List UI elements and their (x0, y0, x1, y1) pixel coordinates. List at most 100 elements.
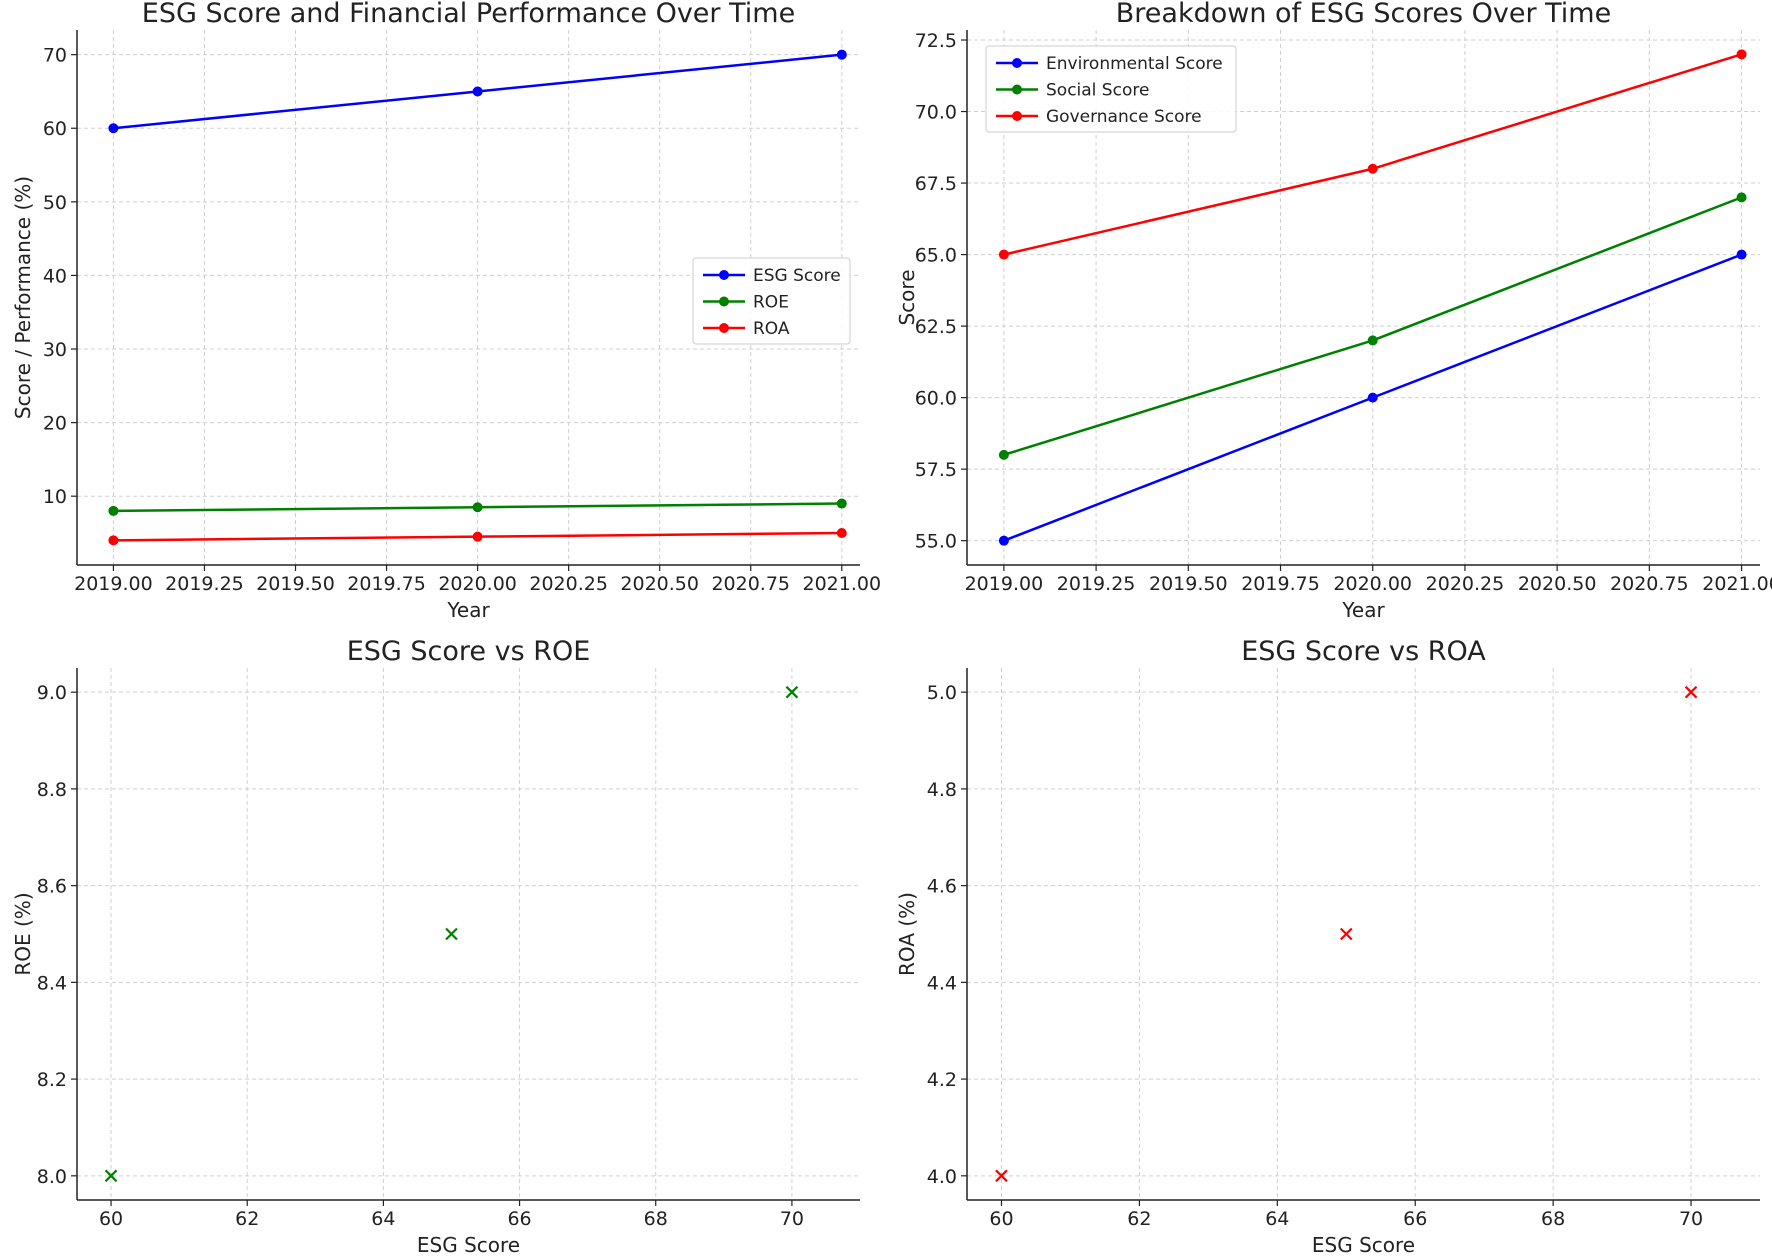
y-tick-label: 8.8 (37, 779, 67, 801)
series-governance-score (998, 49, 1747, 260)
chart-esg-financial: 2019.00 2019.25 2019.50 2019.75 2020.00 2020.… (11, 0, 881, 622)
scatter-point (104, 1169, 118, 1183)
y-tick-label: 40 (43, 265, 67, 287)
x-tick-label: 2019.75 (347, 573, 426, 595)
x-tick-label: 2019.75 (1241, 573, 1320, 595)
legend: Environmental Score Social Score Governanc… (985, 45, 1237, 133)
series-roe (108, 498, 847, 516)
scatter-points (104, 685, 799, 1183)
y-axis-label: ROA (%) (895, 892, 919, 976)
x-tick-label: 64 (371, 1208, 395, 1230)
y-tick-label: 60.0 (915, 388, 957, 410)
grid-lines (77, 668, 860, 1200)
data-point (1367, 392, 1378, 403)
y-tick-label: 8.4 (37, 972, 67, 994)
scatter-points (995, 685, 1698, 1183)
x-tick-label: 70 (780, 1208, 804, 1230)
chart-title: ESG Score vs ROA (1241, 636, 1486, 667)
x-tick-label: 60 (989, 1208, 1013, 1230)
legend-label: Environmental Score (1046, 54, 1223, 74)
data-point (836, 527, 847, 538)
x-tick-label: 2020.00 (1333, 573, 1412, 595)
chart-title: ESG Score vs ROE (347, 636, 591, 667)
y-tick-label: 70 (43, 45, 67, 67)
scatter-point (785, 685, 799, 699)
legend-marker (1012, 58, 1022, 68)
marker-stroke (104, 1169, 118, 1183)
y-axis-label: Score (895, 269, 919, 325)
data-point (1736, 249, 1747, 260)
y-tick-label: 50 (43, 192, 67, 214)
legend-label: ROE (753, 293, 789, 313)
x-tick-label: 62 (235, 1208, 259, 1230)
y-tick-label: 4.0 (927, 1166, 957, 1188)
x-tick-label: 2019.50 (1149, 573, 1228, 595)
x-axis-label: Year (1341, 598, 1385, 622)
x-tick-label: 66 (507, 1208, 531, 1230)
legend-label: ROA (753, 319, 790, 339)
y-tick-label: 72.5 (915, 30, 957, 52)
chart-esg-breakdown: 2019.00 2019.25 2019.50 2019.75 2020.00 2020.… (895, 0, 1772, 622)
legend-marker (1012, 84, 1022, 95)
x-tick-label: 2019.25 (165, 573, 244, 595)
legend-label: Social Score (1046, 81, 1149, 101)
x-tick-label: 2021.00 (803, 573, 882, 595)
data-point (998, 535, 1009, 546)
legend-marker (1012, 111, 1022, 121)
x-tick-label: 68 (1541, 1208, 1565, 1230)
y-tick-label: 20 (43, 413, 67, 435)
series-environmental-score (998, 249, 1747, 546)
x-tick-label: 2021.00 (1702, 573, 1772, 595)
data-point (472, 86, 483, 97)
data-point (1367, 335, 1378, 346)
marker-stroke (1684, 685, 1698, 699)
x-tick-label: 2020.75 (711, 573, 790, 595)
y-tick-label: 4.4 (927, 972, 957, 994)
marker-stroke (785, 685, 799, 699)
x-axis-label: ESG Score (417, 1233, 520, 1257)
y-tick-label: 30 (43, 339, 67, 361)
chart-esg-vs-roe: 60 62 64 66 68 70 8.0 8.2 8.4 8.6 8.8 9.0 ESG Score … (11, 636, 860, 1257)
legend-marker (719, 270, 729, 280)
x-tick-label: 62 (1127, 1208, 1151, 1230)
x-tick-label: 2020.00 (438, 573, 517, 595)
y-tick-label: 4.8 (927, 779, 957, 801)
chart-title: ESG Score and Financial Performance Over… (142, 0, 795, 29)
data-point (472, 502, 483, 513)
y-axis-label: ROE (%) (11, 892, 35, 975)
data-point (472, 531, 483, 542)
x-tick-label: 2020.25 (529, 573, 608, 595)
y-tick-label: 8.6 (37, 876, 67, 898)
legend-label: ESG Score (753, 266, 841, 286)
data-point (108, 123, 119, 134)
x-tick-label: 70 (1679, 1208, 1703, 1230)
x-tick-label: 2019.25 (1057, 573, 1136, 595)
y-tick-label: 65.0 (915, 245, 957, 267)
legend-label: Governance Score (1046, 107, 1202, 127)
y-tick-label: 60 (43, 118, 67, 140)
x-tick-label: 60 (99, 1208, 123, 1230)
legend-marker (719, 296, 729, 307)
chart-esg-vs-roa: 60 62 64 66 68 70 4.0 4.2 4.4 4.6 4.8 5.0 ESG Score … (895, 636, 1760, 1257)
x-tick-label: 2020.50 (1518, 573, 1597, 595)
y-tick-label: 4.2 (927, 1069, 957, 1091)
x-tick-label: 2020.25 (1426, 573, 1505, 595)
y-tick-label: 10 (43, 486, 67, 508)
legend-marker (719, 323, 729, 333)
marker-stroke (995, 1169, 1008, 1183)
y-tick-label: 9.0 (37, 682, 67, 704)
legend: ESG Score ROE ROA (692, 257, 851, 345)
legend-box (985, 45, 1237, 133)
x-tick-label: 2019.50 (256, 573, 335, 595)
data-point (108, 505, 119, 516)
y-tick-label: 55.0 (915, 531, 957, 553)
scatter-point (445, 927, 458, 941)
grid-lines (967, 30, 1760, 565)
y-tick-label: 70.0 (915, 102, 957, 124)
data-point (836, 498, 847, 509)
data-point (108, 535, 119, 546)
x-tick-label: 2019.00 (74, 573, 153, 595)
x-tick-label: 66 (1403, 1208, 1427, 1230)
marker-stroke (445, 927, 458, 941)
chart-title: Breakdown of ESG Scores Over Time (1116, 0, 1611, 29)
